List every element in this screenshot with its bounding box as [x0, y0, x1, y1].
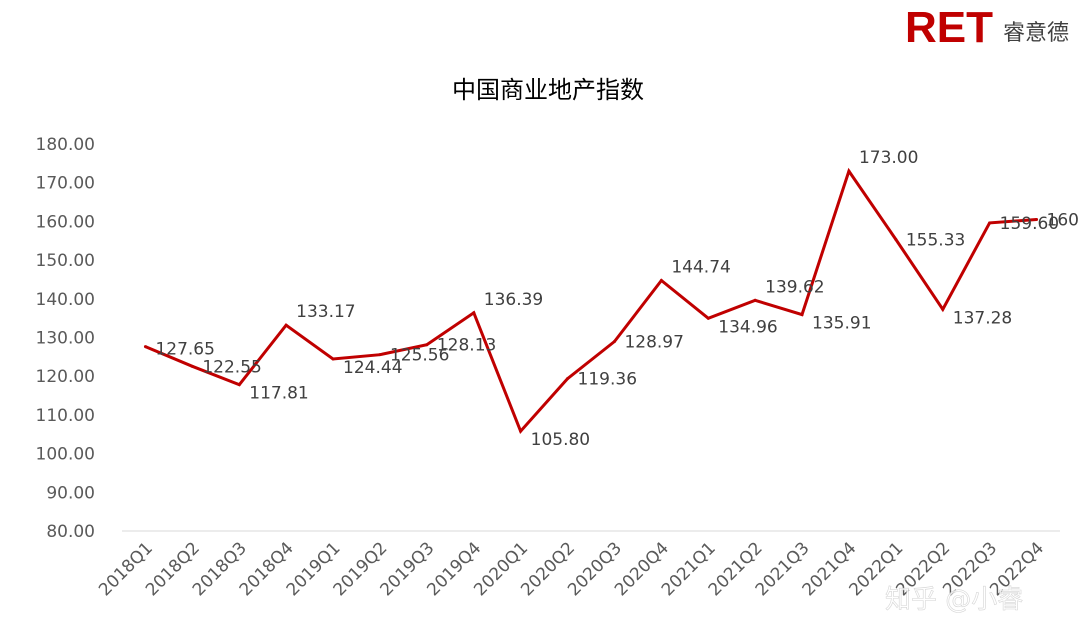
y-tick-label: 170.00 [36, 174, 95, 194]
data-point [237, 383, 241, 387]
data-point [331, 357, 335, 361]
data-point [753, 298, 757, 302]
y-tick-label: 120.00 [36, 367, 95, 387]
data-label: 135.91 [812, 314, 871, 334]
y-tick-label: 140.00 [36, 290, 95, 310]
data-point [425, 343, 429, 347]
y-tick-label: 130.00 [36, 329, 95, 349]
y-tick-label: 180.00 [36, 135, 95, 155]
chart-title: 中国商业地产指数 [452, 76, 644, 104]
data-point [472, 311, 476, 315]
series-group [143, 167, 1039, 435]
data-point [519, 429, 523, 433]
data-point [941, 307, 945, 311]
data-label: 144.74 [671, 257, 730, 277]
data-point [894, 237, 898, 241]
data-label: 133.17 [296, 302, 355, 322]
data-label: 105.80 [531, 430, 590, 450]
data-point [847, 169, 851, 173]
data-label: 127.65 [155, 340, 214, 360]
y-tick-label: 150.00 [36, 251, 95, 271]
data-label: 155.33 [906, 230, 965, 250]
data-point [988, 221, 992, 225]
data-point [378, 353, 382, 357]
series-line [144, 167, 1037, 435]
data-label: 137.28 [953, 308, 1012, 328]
brand-logo-letters: RET [905, 3, 993, 52]
data-label: 173.00 [859, 148, 918, 168]
data-label: 128.97 [624, 332, 683, 352]
data-label: 134.96 [718, 317, 777, 337]
y-tick-label: 80.00 [46, 522, 95, 542]
data-label: 124.44 [343, 358, 402, 378]
data-point [706, 316, 710, 320]
data-label: 117.81 [249, 384, 308, 404]
y-tick-label: 100.00 [36, 445, 95, 465]
data-point [284, 323, 288, 327]
data-label: 160.48 [1047, 211, 1080, 231]
data-point [190, 364, 194, 368]
data-label: 136.39 [484, 290, 543, 310]
y-axis: 80.00 90.00 100.00 110.00 120.00 130.00 140.00… [36, 135, 95, 542]
data-point [566, 377, 570, 381]
data-label: 122.55 [202, 357, 261, 377]
data-label: 119.36 [578, 370, 637, 390]
y-tick-label: 160.00 [36, 212, 95, 232]
watermark: 知乎 @小睿 [885, 585, 1023, 615]
brand-logo: RET 睿意德 [905, 3, 1069, 52]
data-point [612, 339, 616, 343]
y-tick-label: 90.00 [46, 483, 95, 503]
data-label: 159.60 [1000, 214, 1059, 234]
data-label: 125.56 [390, 346, 449, 366]
data-label: 128.13 [437, 336, 496, 356]
data-point [1035, 218, 1039, 222]
y-tick-label: 110.00 [36, 406, 95, 426]
data-point [143, 345, 147, 349]
data-label: 139.62 [765, 277, 824, 297]
data-labels: 127.65122.55117.81133.17124.44125.56128.… [155, 148, 1080, 450]
data-point [659, 278, 663, 282]
brand-logo-chinese: 睿意德 [1003, 21, 1069, 46]
data-point [800, 313, 804, 317]
